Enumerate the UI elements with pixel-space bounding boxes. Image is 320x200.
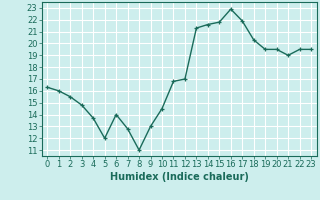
X-axis label: Humidex (Indice chaleur): Humidex (Indice chaleur) xyxy=(110,172,249,182)
